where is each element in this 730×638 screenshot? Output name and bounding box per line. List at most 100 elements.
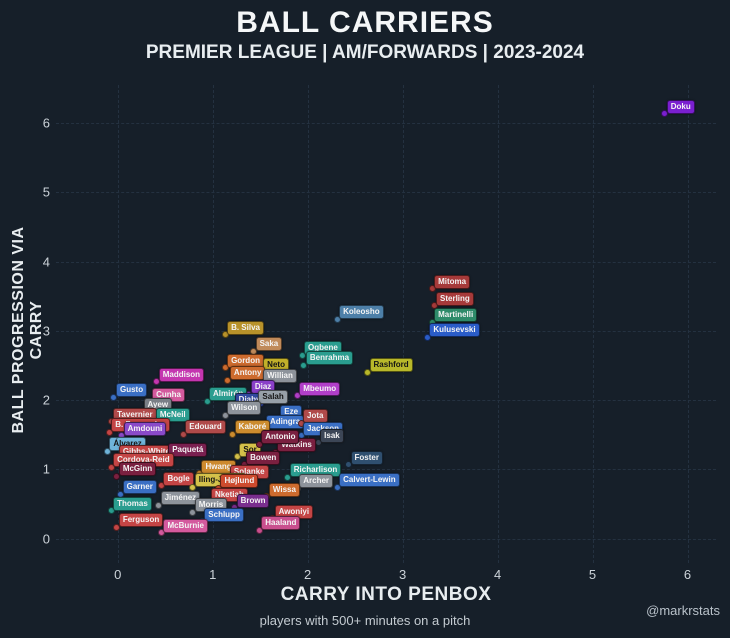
player-dot	[157, 482, 165, 490]
player-dot	[233, 453, 241, 461]
player-label: Maddison	[158, 367, 205, 382]
chart-subtitle: PREMIER LEAGUE | AM/FORWARDS | 2023-2024	[145, 42, 585, 63]
x-tick-label: 4	[493, 567, 502, 582]
player-label: Saka	[255, 337, 283, 352]
x-axis-label: CARRY INTO PENBOX	[280, 584, 492, 605]
y-tick-label: 4	[42, 254, 50, 270]
player-dot	[110, 393, 118, 401]
player-dot	[113, 472, 121, 480]
x-tick-label: 0	[114, 567, 122, 582]
gridline-vertical	[117, 85, 119, 563]
player-label: Højlund	[220, 474, 259, 489]
player-dot	[179, 430, 187, 438]
player-label: Isak	[320, 428, 344, 443]
player-label: Gusto	[115, 383, 148, 398]
player-label: Garner	[122, 480, 157, 495]
player-dot	[428, 285, 436, 293]
gridline-horizontal	[56, 123, 716, 125]
player-dot	[203, 397, 211, 405]
player-dot	[430, 302, 438, 310]
player-label: Brown	[236, 493, 270, 508]
y-axis-ticks: 0 1 2 3 4 5 6	[18, 85, 50, 563]
y-tick-label: 0	[42, 531, 50, 547]
y-tick-label: 6	[42, 115, 50, 131]
gridline-horizontal	[56, 469, 716, 471]
player-label: McBurnie	[163, 518, 208, 533]
player-label: Amdouni	[123, 421, 167, 436]
player-dot	[155, 501, 163, 509]
player-dot	[107, 463, 115, 471]
gridline-vertical	[687, 85, 689, 563]
player-label: Bowen	[246, 450, 281, 465]
gridline-vertical	[497, 85, 499, 563]
watermark: @markrstats	[646, 603, 720, 618]
player-dot	[255, 440, 263, 448]
player-dot	[189, 508, 197, 516]
player-dot	[423, 333, 431, 341]
player-label: Willian	[263, 369, 297, 384]
player-label: Edouard	[185, 420, 226, 435]
x-tick-label: 1	[209, 567, 217, 582]
gridline-vertical	[592, 85, 594, 563]
player-label: Benrahma	[305, 351, 354, 366]
player-label: Doku	[666, 99, 695, 114]
gridline-horizontal	[56, 330, 716, 332]
gridline-vertical	[402, 85, 404, 563]
player-label: Ferguson	[118, 513, 164, 528]
player-dot	[300, 361, 308, 369]
x-axis-ticks: 0 1 2 3 4 5 6	[56, 567, 716, 583]
player-dot	[224, 376, 232, 384]
player-dot	[333, 315, 341, 323]
player-dot	[345, 461, 353, 469]
player-label: Thomas	[113, 496, 152, 511]
player-label: Koleosho	[339, 305, 384, 320]
player-dot	[221, 411, 229, 419]
player-dot	[107, 507, 115, 515]
gridline-horizontal	[56, 400, 716, 402]
player-dot	[255, 526, 263, 534]
player-label: Haaland	[261, 516, 301, 531]
gridline-horizontal	[56, 192, 716, 194]
player-label: Foster	[350, 450, 383, 465]
player-label: Mitoma	[434, 274, 471, 289]
player-dot	[221, 331, 229, 339]
player-label: Rashford	[369, 358, 413, 373]
y-tick-label: 2	[42, 392, 50, 408]
player-label: Schlupp	[204, 507, 244, 522]
player-label: McGinn	[118, 462, 157, 477]
player-dot	[105, 428, 113, 436]
scatter-plot-area: Doku Mitoma Sterling Koleosho Martinelli Kulu…	[56, 85, 716, 563]
player-label: Salah	[258, 389, 288, 404]
player-label: Kulusevski	[429, 323, 480, 338]
gridline-vertical	[307, 85, 309, 563]
player-dot	[221, 364, 229, 372]
player-dot	[113, 523, 121, 531]
x-tick-label: 5	[588, 567, 597, 582]
player-label: Wissa	[268, 482, 300, 497]
player-dot	[189, 483, 197, 491]
player-dot	[157, 529, 165, 537]
player-label: Paquetá	[168, 442, 208, 457]
chart-title: BALL CARRIERS	[236, 6, 494, 39]
x-tick-label: 3	[398, 567, 407, 582]
player-label: Bogle	[163, 471, 194, 486]
footer-note: players with 500+ minutes on a pitch	[259, 613, 471, 628]
player-label: Wilson	[227, 401, 262, 416]
player-dot	[153, 378, 161, 386]
player-label: Mbeumo	[299, 381, 341, 396]
player-label: Archer	[299, 474, 334, 489]
player-label: Calvert-Lewin	[339, 473, 400, 488]
player-dot	[298, 351, 306, 359]
player-label: B. Silva	[227, 320, 264, 335]
player-label: Sterling	[436, 291, 474, 306]
player-label: Antonio	[261, 430, 300, 445]
player-dot	[661, 110, 669, 118]
player-dot	[284, 473, 292, 481]
x-tick-label: 6	[683, 567, 692, 582]
player-dot	[293, 392, 301, 400]
player-dot	[364, 368, 372, 376]
player-dot	[103, 447, 111, 455]
gridline-horizontal	[56, 261, 716, 263]
player-label: Antony	[229, 366, 266, 381]
gridline-horizontal	[56, 538, 716, 540]
